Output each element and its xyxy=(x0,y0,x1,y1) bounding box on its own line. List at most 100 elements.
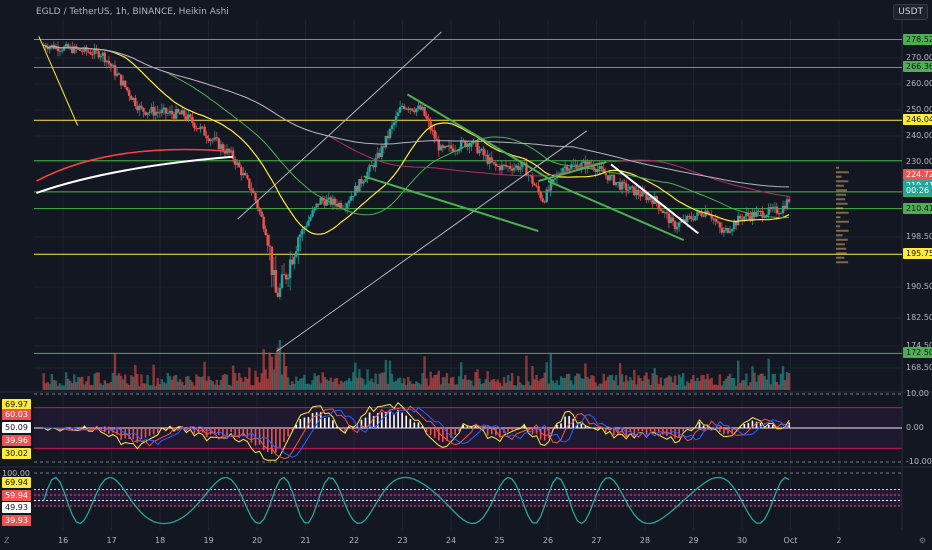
osc1-line-yellow xyxy=(43,401,790,461)
candle-body xyxy=(87,51,90,53)
volume-bar xyxy=(191,382,194,390)
volume-bar xyxy=(653,368,656,390)
volume-profile-bar xyxy=(836,184,844,187)
candle-body xyxy=(376,152,379,159)
candle-body xyxy=(123,80,127,88)
candle-body xyxy=(657,203,660,210)
candle-body xyxy=(89,52,92,55)
volume-bar xyxy=(433,374,436,390)
volume-bar xyxy=(594,382,597,390)
osc1-hist xyxy=(315,412,318,428)
osc1-hist xyxy=(568,416,570,428)
osc1-hist xyxy=(686,428,689,430)
volume-bar xyxy=(682,373,685,390)
volume-bar xyxy=(665,377,669,390)
osc1-hist xyxy=(543,428,546,441)
candle-body xyxy=(288,259,292,278)
volume-bar xyxy=(494,381,498,390)
price-tag: 00:26 xyxy=(903,185,932,197)
candle-body xyxy=(148,111,151,113)
candle-body xyxy=(394,116,398,123)
candle-body xyxy=(219,144,223,150)
osc1-hist xyxy=(344,428,346,432)
volume-bar xyxy=(256,376,259,390)
candle-body xyxy=(79,48,82,51)
osc1-hist xyxy=(279,428,281,448)
zoom-icon[interactable]: Z xyxy=(4,536,10,545)
candle-body xyxy=(256,200,259,209)
osc1-hist xyxy=(103,428,106,433)
volume-bar xyxy=(510,373,514,390)
candle-body xyxy=(374,158,377,168)
candle-body xyxy=(565,166,569,172)
osc1-hist xyxy=(258,428,261,445)
volume-bar xyxy=(240,377,243,390)
settings-icon[interactable]: ⚙ xyxy=(918,536,926,545)
candle-body xyxy=(460,140,463,150)
volume-bar xyxy=(480,383,483,390)
candle-body xyxy=(276,292,280,297)
volume-bar xyxy=(661,385,665,390)
volume-bar xyxy=(280,374,284,390)
candle-body xyxy=(354,185,357,196)
candle-body xyxy=(553,178,557,180)
volume-bar xyxy=(600,383,603,390)
volume-bar xyxy=(113,352,117,390)
volume-bar xyxy=(435,374,438,390)
candle-body xyxy=(390,125,394,130)
osc1-hist xyxy=(743,424,746,428)
candle-body xyxy=(382,146,386,148)
candle-body xyxy=(260,211,263,217)
candle-body xyxy=(388,129,392,139)
volume-bar xyxy=(209,380,212,390)
volume-bar xyxy=(384,359,388,390)
osc1-hist xyxy=(405,415,408,428)
volume-profile-bar xyxy=(836,252,847,255)
candle-body xyxy=(85,47,88,52)
candle-body xyxy=(174,109,178,119)
candle-body xyxy=(209,139,212,141)
volume-bar xyxy=(233,372,237,390)
candle-body xyxy=(624,183,628,191)
volume-bar xyxy=(266,378,269,390)
candle-body xyxy=(402,105,406,109)
volume-bar xyxy=(172,375,176,390)
osc1-hist xyxy=(165,428,167,430)
osc1-hist xyxy=(393,413,395,428)
candle-body xyxy=(767,207,770,215)
volume-bar xyxy=(299,378,302,390)
osc1-hist xyxy=(719,428,721,433)
volume-bar xyxy=(498,382,502,390)
volume-bar xyxy=(759,373,762,390)
candle-body xyxy=(633,186,636,196)
volume-bar xyxy=(409,381,412,390)
volume-bar xyxy=(706,373,709,390)
volume-bar xyxy=(201,376,204,390)
volume-bar xyxy=(303,374,306,390)
candle-body xyxy=(333,198,337,204)
volume-bar xyxy=(739,382,742,390)
volume-bar xyxy=(787,373,791,390)
volume-bar xyxy=(400,383,404,390)
candle-body xyxy=(327,197,331,200)
candle-body xyxy=(254,193,257,201)
price-tick-label: 230.00 xyxy=(906,157,932,166)
volume-profile-bar xyxy=(836,261,849,264)
volume-bar xyxy=(557,385,561,390)
volume-bar xyxy=(187,376,190,390)
volume-bar xyxy=(132,376,135,390)
price-tick-label: 260.00 xyxy=(906,79,932,88)
currency-button[interactable]: USDT xyxy=(893,4,928,20)
candle-body xyxy=(185,116,188,120)
osc1-hist xyxy=(234,428,236,437)
candle-body xyxy=(107,60,111,64)
candle-body xyxy=(698,211,701,213)
volume-bar xyxy=(148,385,151,390)
volume-bar xyxy=(508,381,512,390)
volume-bar xyxy=(743,380,746,390)
volume-bar xyxy=(339,380,343,390)
candle-body xyxy=(531,175,534,184)
volume-bar xyxy=(449,377,453,390)
volume-profile-bar xyxy=(836,171,849,174)
